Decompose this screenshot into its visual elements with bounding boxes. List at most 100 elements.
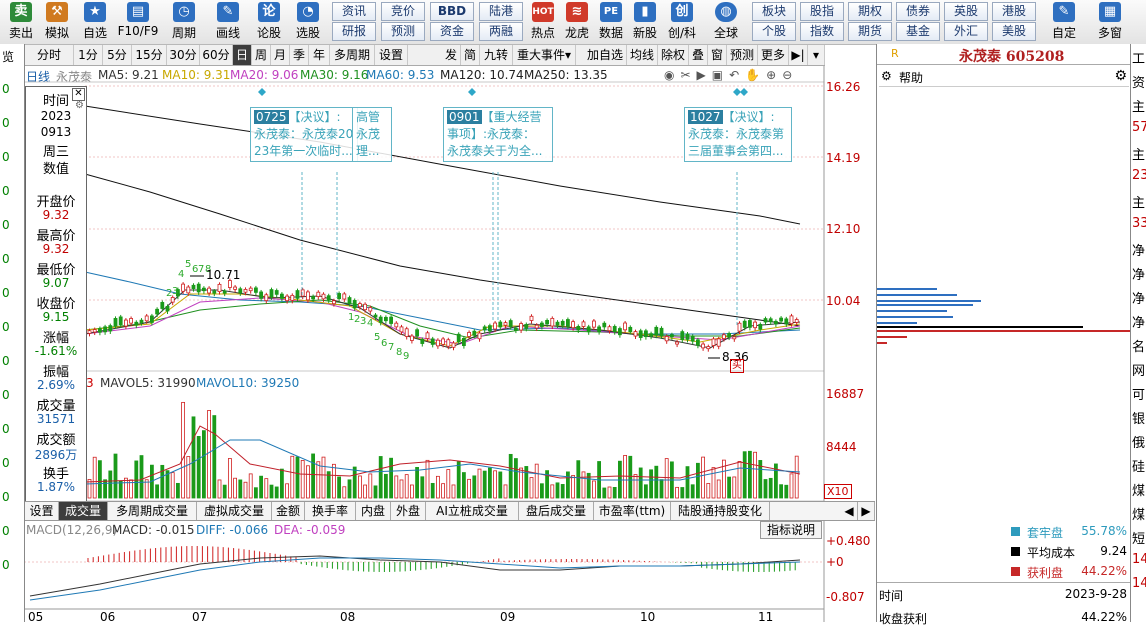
help-label[interactable]: 帮助	[899, 71, 924, 85]
tab-settings[interactable]: 设置	[25, 502, 59, 520]
period-15min[interactable]: 15分	[132, 45, 167, 65]
toolbar-ipo[interactable]: ▮ 新股	[632, 2, 657, 40]
play-icon[interactable]: ▶	[696, 68, 712, 82]
tab-scroll-right-icon[interactable]: ▶	[858, 502, 875, 520]
ma-button[interactable]: 均线	[627, 45, 658, 65]
options-button[interactable]: 期权	[848, 2, 892, 21]
period-yearly[interactable]: 年	[309, 45, 330, 65]
toolbar-star-board[interactable]: 创 创/科	[667, 2, 697, 40]
period-1min[interactable]: 1分	[74, 45, 103, 65]
help-icon[interactable]: ⚙	[881, 69, 892, 83]
dropdown-icon[interactable]: ▾	[808, 45, 825, 65]
toolbar-data[interactable]: PE 数据	[594, 2, 628, 42]
tab-after-hours-volume[interactable]: 盘后成交量	[519, 502, 594, 520]
period-weekly[interactable]: 周	[252, 45, 271, 65]
research-button[interactable]: 研报	[332, 22, 376, 41]
tab-outer[interactable]: 外盘	[391, 502, 426, 520]
toolbar-sell[interactable]: 卖 卖出	[8, 2, 33, 40]
bbd-button[interactable]: BBD	[430, 2, 474, 21]
window-button[interactable]: 窗	[708, 45, 727, 65]
more-button[interactable]: 更多	[758, 45, 789, 65]
period-60min[interactable]: 60分	[200, 45, 233, 65]
tab-hk-connect-holding[interactable]: 陆股通持股变化	[671, 502, 770, 520]
tab-pe-ttm[interactable]: 市盈率(ttm)	[594, 502, 671, 520]
toolbar-customize[interactable]: ✎ 自定	[1051, 2, 1076, 40]
toolbar-dragon-tiger[interactable]: ≋ 龙虎	[564, 2, 589, 40]
bonds-button[interactable]: 债券	[896, 2, 940, 21]
sector-button[interactable]: 板块	[752, 2, 796, 21]
news-button[interactable]: 资讯	[332, 2, 376, 21]
tab-volume[interactable]: 成交量	[59, 502, 108, 520]
nine-turn-button[interactable]: 九转	[480, 45, 513, 65]
close-icon[interactable]: ✕	[72, 88, 85, 101]
toolbar-hot[interactable]: HOT 热点	[526, 2, 560, 42]
annotation-0725-b[interactable]: 高管 永茂 理...	[352, 107, 392, 162]
toolbar-forum[interactable]: 论 论股	[256, 2, 281, 40]
period-intraday[interactable]: 分时	[25, 45, 74, 65]
funds-button[interactable]: 资金	[430, 22, 474, 41]
scissors-icon[interactable]: ✂	[680, 68, 697, 82]
us-stocks-button[interactable]: 美股	[992, 22, 1036, 41]
major-events-button[interactable]: 重大事件▾	[513, 45, 576, 65]
fund-button[interactable]: 基金	[896, 22, 940, 41]
period-settings[interactable]: 设置	[375, 45, 408, 65]
toolbar-f10[interactable]: ▤ F10/F9	[117, 2, 159, 38]
zoom-out-icon[interactable]: ⊖	[782, 68, 799, 82]
toolbar-simulate[interactable]: ⚒ 模拟	[44, 2, 69, 40]
lock-icon[interactable]: ▣	[711, 68, 730, 82]
publish-button[interactable]: 发	[442, 45, 461, 65]
tab-amount[interactable]: 金额	[272, 502, 305, 520]
index-futures-button[interactable]: 股指	[800, 2, 844, 21]
tab-scroll-left-icon[interactable]: ◀	[841, 502, 858, 520]
forex-button[interactable]: 外汇	[944, 22, 988, 41]
toolbar-global[interactable]: ◍ 全球	[713, 2, 738, 40]
overlay-button[interactable]: 叠	[689, 45, 708, 65]
stock-button[interactable]: 个股	[752, 22, 796, 41]
tab-multi-volume[interactable]: 多周期成交量	[108, 502, 197, 520]
period-multi[interactable]: 多周期	[330, 45, 375, 65]
toolbar-period[interactable]: ◷ 周期	[171, 2, 196, 40]
tab-ai-volume[interactable]: AI立桩成交量	[426, 502, 519, 520]
margin-button[interactable]: 两融	[479, 22, 523, 41]
toolbar-draw[interactable]: ✎ 画线	[215, 2, 240, 40]
hk-connect-button[interactable]: 陆港	[479, 2, 523, 21]
last-page-icon[interactable]: ▶|	[789, 45, 808, 65]
period-5min[interactable]: 5分	[103, 45, 132, 65]
indicator-help-button[interactable]: 指标说明	[760, 521, 822, 539]
left-edge-text: 0	[2, 252, 10, 266]
ex-rights-button[interactable]: 除权	[658, 45, 689, 65]
tab-virtual-volume[interactable]: 虚拟成交量	[197, 502, 272, 520]
chart-canvas[interactable]: 2 3 4 5 6 7 8 1 2 3 4 5 6 7 8 9	[0, 44, 876, 622]
tab-inner[interactable]: 内盘	[356, 502, 391, 520]
toolbar-screener[interactable]: ◔ 选股	[295, 2, 320, 40]
period-monthly[interactable]: 月	[271, 45, 290, 65]
annotation-0901[interactable]: 0901 【重大经营 事项】:永茂泰： 永茂泰关于为全...	[443, 107, 553, 162]
buy-badge[interactable]: 买	[730, 359, 744, 373]
forecast-button[interactable]: 预测	[381, 22, 425, 41]
annotation-1027[interactable]: 1027 【决议】: 永茂泰：永茂泰第 三届董事会第四...	[684, 107, 792, 162]
settings-gear-icon[interactable]: ⚙	[1114, 68, 1127, 84]
undo-icon[interactable]: ↶	[729, 68, 746, 82]
zoom-in-icon[interactable]: ⊕	[766, 68, 783, 82]
period-30min[interactable]: 30分	[167, 45, 200, 65]
weekday-value: 周三	[42, 145, 69, 160]
period-quarterly[interactable]: 季	[290, 45, 309, 65]
index-button[interactable]: 指数	[800, 22, 844, 41]
toolbar-multi-window[interactable]: ▦ 多窗	[1097, 2, 1122, 40]
period-daily[interactable]: 日	[233, 45, 252, 65]
hand-icon[interactable]: ✋	[745, 68, 767, 82]
toolbar-watchlist[interactable]: ★ 自选	[82, 2, 107, 40]
eye-icon[interactable]: ◉	[664, 68, 681, 82]
gear-icon[interactable]: ⚙	[75, 100, 84, 111]
annotation-0725[interactable]: 0725 【决议】: 永茂泰：永茂泰20 23年第一次临时...	[250, 107, 358, 162]
tab-turnover[interactable]: 换手率	[305, 502, 356, 520]
chart-tools[interactable]: ◉✂▶▣↶✋⊕⊖	[664, 68, 798, 82]
predict-button[interactable]: 预测	[727, 45, 758, 65]
futures-button[interactable]: 期货	[848, 22, 892, 41]
uk-stocks-button[interactable]: 英股	[944, 2, 988, 21]
auction-button[interactable]: 竞价	[381, 2, 425, 21]
ma120-label: MA120: 10.74	[440, 68, 524, 82]
simple-button[interactable]: 简	[461, 45, 480, 65]
hk-stocks-button[interactable]: 港股	[992, 2, 1036, 21]
add-watchlist-button[interactable]: 加自选	[584, 45, 627, 65]
